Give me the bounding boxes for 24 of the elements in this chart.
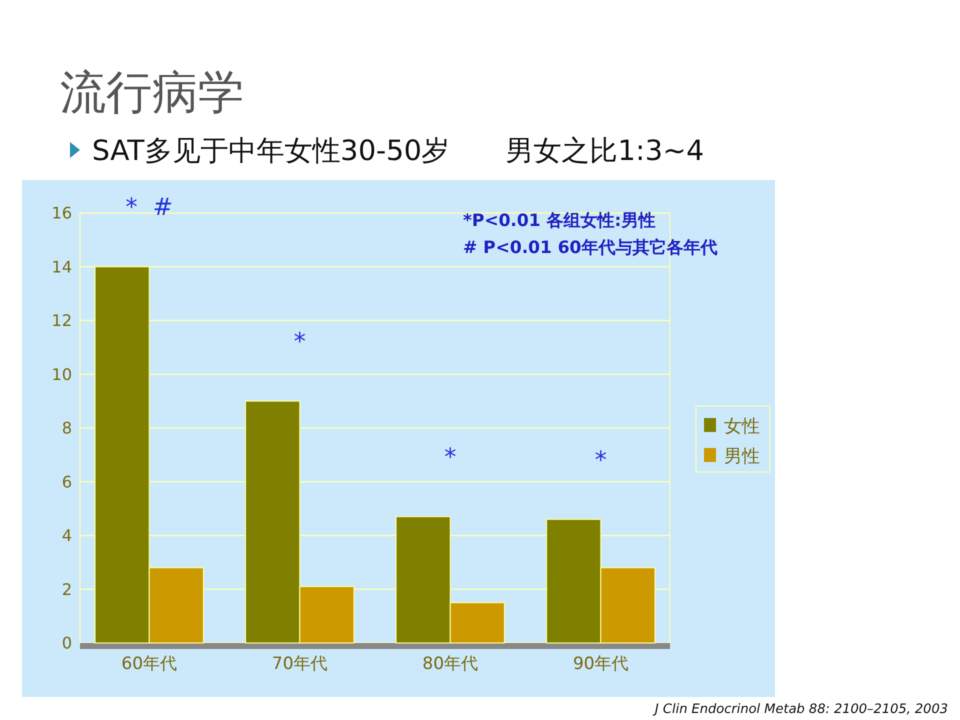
legend-label: 男性 — [724, 446, 760, 467]
text: J Clin Endocrinol Metab 88: 2100–2105, 2003 — [652, 702, 948, 717]
y-tick-label: 8 — [62, 418, 72, 438]
legend-label: 女性 — [724, 416, 760, 437]
x-tick-label: 80年代 — [422, 654, 478, 674]
chart-subtitle: SAT多见于中年女性30-50岁 男女之比1:3~4 — [92, 134, 704, 167]
annotation: * — [294, 328, 306, 356]
annotation: *P<0.01 各组女性:男性 — [463, 211, 656, 231]
y-tick-label: 0 — [62, 634, 72, 653]
annotation: * — [594, 446, 607, 474]
x-tick-label: 70年代 — [272, 654, 328, 674]
chart-title: 流行病学 — [60, 65, 244, 119]
y-tick-label: 12 — [52, 311, 72, 330]
annotation: * # — [126, 193, 173, 222]
y-tick-label: 16 — [52, 204, 72, 223]
y-tick-label: 14 — [52, 257, 72, 276]
x-tick-label: 90年代 — [572, 654, 629, 674]
x-tick-label: 60年代 — [121, 654, 178, 674]
y-tick-label: 6 — [62, 472, 72, 492]
annotation: * — [444, 443, 456, 472]
y-tick-label: 4 — [62, 526, 72, 546]
y-tick-label: 10 — [52, 364, 72, 384]
annotation: # P<0.01 60年代与其它各年代 — [463, 238, 718, 258]
y-tick-label: 2 — [62, 580, 72, 599]
